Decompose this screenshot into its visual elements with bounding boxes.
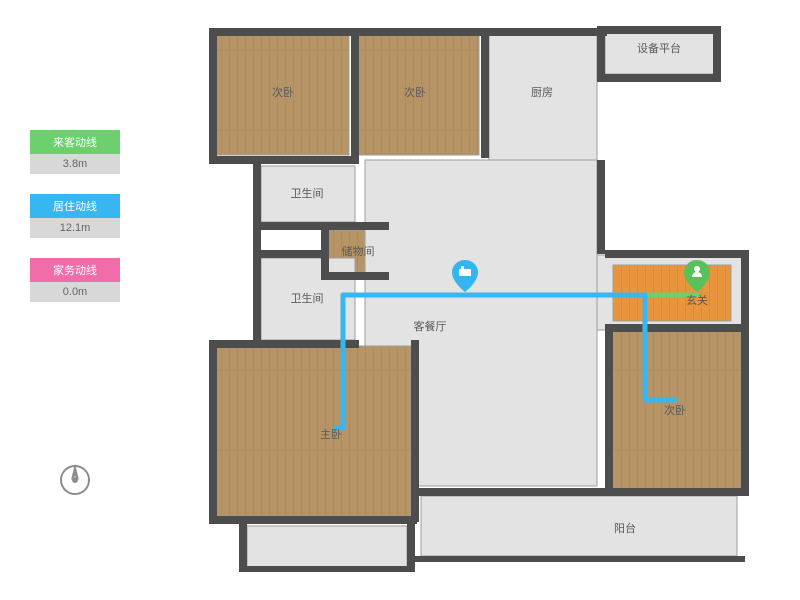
wall-segment [209, 340, 217, 522]
legend-value: 3.8m [30, 154, 120, 174]
legend: 来客动线 3.8m 居住动线 12.1m 家务动线 0.0m [30, 130, 120, 322]
floor-plan: 次卧次卧厨房设备平台卫生间储物间卫生间客餐厅玄关主卧次卧阳台 [165, 10, 785, 590]
room-under-master [247, 526, 407, 570]
wall-segment [209, 28, 607, 36]
legend-item-guest: 来客动线 3.8m [30, 130, 120, 174]
wall-segment [413, 488, 745, 496]
room-label-balcony: 阳台 [614, 520, 636, 536]
wall-segment [605, 324, 613, 494]
wall-segment [597, 74, 721, 82]
room-master [217, 346, 411, 516]
entry-pin-icon [684, 260, 710, 292]
wall-segment [321, 272, 389, 280]
room-label-kitchen: 厨房 [531, 84, 553, 100]
wall-segment [209, 156, 359, 164]
room-label-master: 主卧 [320, 426, 342, 442]
room-label-living: 客餐厅 [414, 318, 447, 334]
legend-item-living: 居住动线 12.1m [30, 194, 120, 238]
legend-item-chore: 家务动线 0.0m [30, 258, 120, 302]
wall-segment [741, 250, 749, 496]
wall-segment [605, 250, 749, 258]
wall-segment [413, 556, 745, 562]
wall-segment [253, 250, 323, 258]
room-label-bedroom-se: 次卧 [664, 402, 686, 418]
wall-segment [239, 520, 247, 572]
wall-segment [713, 26, 721, 80]
wall-segment [351, 28, 359, 158]
wall-segment [597, 160, 605, 254]
room-balcony [421, 496, 737, 556]
wall-segment [605, 324, 749, 332]
legend-value: 0.0m [30, 282, 120, 302]
room-label-equip: 设备平台 [637, 40, 681, 56]
room-label-bedroom-n: 次卧 [404, 84, 426, 100]
wall-segment [481, 28, 489, 158]
wall-segment [209, 340, 261, 348]
room-label-bath2: 卫生间 [291, 290, 324, 306]
wall-segment [597, 26, 721, 34]
wall-segment [239, 566, 415, 572]
legend-label: 来客动线 [30, 130, 120, 154]
wall-segment [597, 26, 605, 80]
wall-segment [209, 28, 217, 158]
legend-value: 12.1m [30, 218, 120, 238]
living-pin-icon [452, 260, 478, 292]
compass-icon [55, 460, 95, 505]
legend-label: 居住动线 [30, 194, 120, 218]
room-label-storage: 储物间 [342, 243, 375, 259]
legend-label: 家务动线 [30, 258, 120, 282]
room-label-entry: 玄关 [686, 292, 708, 308]
room-label-bedroom-nw: 次卧 [272, 84, 294, 100]
wall-segment [407, 520, 415, 572]
room-label-bath1: 卫生间 [291, 185, 324, 201]
